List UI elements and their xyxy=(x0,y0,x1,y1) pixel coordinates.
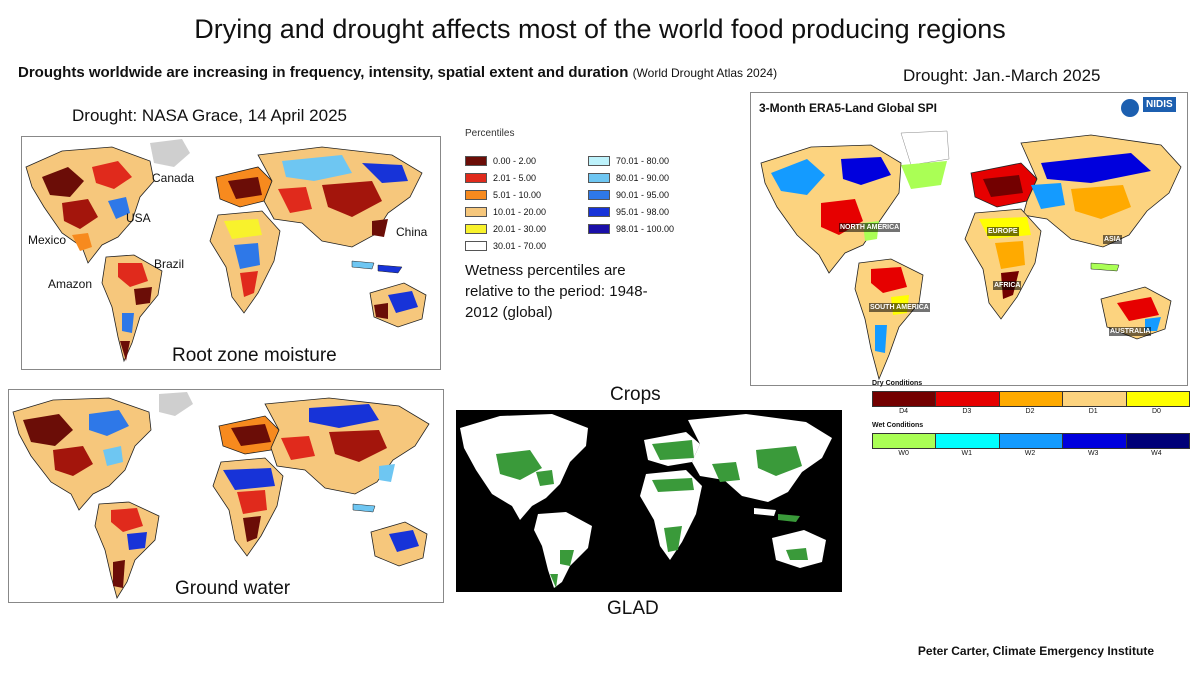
percentile-range-label: 80.01 - 90.00 xyxy=(616,172,670,183)
region-label-brazil: Brazil xyxy=(154,257,185,271)
dry-conditions-labels: D4 D3 D2 D1 D0 xyxy=(872,408,1188,415)
percentile-legend-item: 5.01 - 10.00 xyxy=(465,186,546,203)
root-zone-moisture-map: Canada USA Mexico Brazil Amazon China Ro… xyxy=(21,136,441,370)
author-credit: Peter Carter, Climate Emergency Institut… xyxy=(917,644,1154,658)
wet-conditions-labels: W0 W1 W2 W3 W4 xyxy=(872,450,1188,457)
percentile-range-label: 70.01 - 80.00 xyxy=(616,155,670,166)
percentile-range-label: 0.00 - 2.00 xyxy=(493,155,537,166)
percentile-legend-item: 10.01 - 20.00 xyxy=(465,203,546,220)
percentile-range-label: 10.01 - 20.00 xyxy=(493,206,547,217)
spi-heading: Drought: Jan.-March 2025 xyxy=(903,66,1101,85)
dry-class-label: D2 xyxy=(1025,408,1035,415)
dry-class-swatch xyxy=(935,392,999,406)
grace-heading: Drought: NASA Grace, 14 April 2025 xyxy=(72,106,347,125)
percentile-swatch xyxy=(465,155,487,166)
continent-label-south-america: SOUTH AMERICA xyxy=(869,303,930,312)
noaa-logo xyxy=(1121,99,1139,117)
percentile-swatch xyxy=(465,189,487,200)
root-zone-label: Root zone moisture xyxy=(172,345,337,366)
dry-conditions-title: Dry Conditions xyxy=(872,380,923,387)
dry-class-label: D3 xyxy=(962,408,972,415)
wet-class-swatch xyxy=(998,434,1063,448)
continent-label-australia: AUSTRALIA xyxy=(1109,327,1152,336)
percentile-swatch xyxy=(588,172,610,183)
nidis-logo: NIDIS xyxy=(1143,97,1176,112)
percentiles-legend-column-2: 70.01 - 80.00 80.01 - 90.00 90.01 - 95.00 9… xyxy=(588,152,674,237)
percentile-legend-item: 80.01 - 90.00 xyxy=(588,169,674,186)
percentile-swatch xyxy=(465,172,487,183)
percentile-swatch xyxy=(588,223,610,234)
percentile-swatch xyxy=(465,240,487,251)
subtitle-source: (World Drought Atlas 2024) xyxy=(632,66,778,80)
dry-conditions-bar xyxy=(872,391,1190,407)
wet-class-label: W2 xyxy=(1024,450,1036,457)
percentile-range-label: 5.01 - 10.00 xyxy=(493,189,542,200)
region-label-china: China xyxy=(396,225,428,239)
dry-class-swatch xyxy=(1062,392,1126,406)
wet-class-label: W0 xyxy=(898,450,909,457)
crops-heading: Crops xyxy=(610,384,661,405)
percentile-range-label: 95.01 - 98.00 xyxy=(616,206,670,217)
wet-class-label: W3 xyxy=(1087,450,1099,457)
region-label-mexico: Mexico xyxy=(28,233,67,247)
region-label-canada: Canada xyxy=(152,171,195,185)
percentile-legend-item: 30.01 - 70.00 xyxy=(465,237,546,254)
ground-water-label: Ground water xyxy=(175,578,291,599)
percentile-legend-item: 70.01 - 80.00 xyxy=(588,152,674,169)
dry-class-swatch xyxy=(998,392,1063,406)
percentile-swatch xyxy=(465,223,487,234)
subtitle-main: Droughts worldwide are increasing in fre… xyxy=(18,64,629,81)
wet-class-label: W4 xyxy=(1151,450,1162,457)
percentile-legend-item: 0.00 - 2.00 xyxy=(465,152,546,169)
dry-class-label: D4 xyxy=(899,408,909,415)
continent-label-africa: AFRICA xyxy=(993,281,1022,290)
continent-label-asia: ASIA xyxy=(1103,235,1122,244)
percentile-swatch xyxy=(588,155,610,166)
percentile-swatch xyxy=(588,206,610,217)
percentile-legend-item: 20.01 - 30.00 xyxy=(465,220,546,237)
ground-water-map: Ground water xyxy=(8,389,444,603)
percentile-range-label: 2.01 - 5.00 xyxy=(493,172,537,183)
dry-class-label: D0 xyxy=(1151,408,1161,415)
spi-map-title: 3-Month ERA5-Land Global SPI xyxy=(759,101,938,115)
percentile-swatch xyxy=(588,189,610,200)
percentile-legend-item: 90.01 - 95.00 xyxy=(588,186,674,203)
spi-map: 3-Month ERA5-Land Global SPI NIDIS NORTH… xyxy=(750,92,1188,386)
percentile-swatch xyxy=(465,206,487,217)
wet-conditions-title: Wet Conditions xyxy=(872,422,924,429)
wet-class-label: W1 xyxy=(961,450,973,457)
subtitle: Droughts worldwide are increasing in fre… xyxy=(18,64,777,81)
wet-class-swatch xyxy=(1062,434,1126,448)
percentile-legend-item: 98.01 - 100.00 xyxy=(588,220,674,237)
percentile-legend-item: 2.01 - 5.00 xyxy=(465,169,546,186)
dry-class-swatch xyxy=(1125,392,1190,406)
percentile-range-label: 90.01 - 95.00 xyxy=(616,189,670,200)
percentiles-legend-column-1: 0.00 - 2.00 2.01 - 5.00 5.01 - 10.00 10.01 … xyxy=(465,152,546,254)
dry-class-swatch xyxy=(873,392,936,406)
dry-class-label: D1 xyxy=(1088,408,1098,415)
continent-label-north-america: NORTH AMERICA xyxy=(839,223,901,232)
glad-label: GLAD xyxy=(607,598,659,619)
percentile-range-label: 20.01 - 30.00 xyxy=(493,223,547,234)
percentiles-legend-title: Percentiles xyxy=(465,128,515,139)
percentile-legend-item: 95.01 - 98.00 xyxy=(588,203,674,220)
page-title: Drying and drought affects most of the w… xyxy=(194,14,1006,44)
wetness-note: Wetness percentiles are relative to the … xyxy=(465,262,648,321)
wet-class-swatch xyxy=(1125,434,1190,448)
region-label-amazon: Amazon xyxy=(48,277,93,291)
crops-map xyxy=(456,410,842,592)
percentile-range-label: 30.01 - 70.00 xyxy=(493,240,547,251)
wet-class-swatch xyxy=(873,434,936,448)
wet-conditions-bar xyxy=(872,433,1190,449)
continent-label-europe: EUROPE xyxy=(987,227,1019,236)
wet-class-swatch xyxy=(935,434,999,448)
region-label-usa: USA xyxy=(126,211,151,225)
percentile-range-label: 98.01 - 100.00 xyxy=(616,223,675,234)
